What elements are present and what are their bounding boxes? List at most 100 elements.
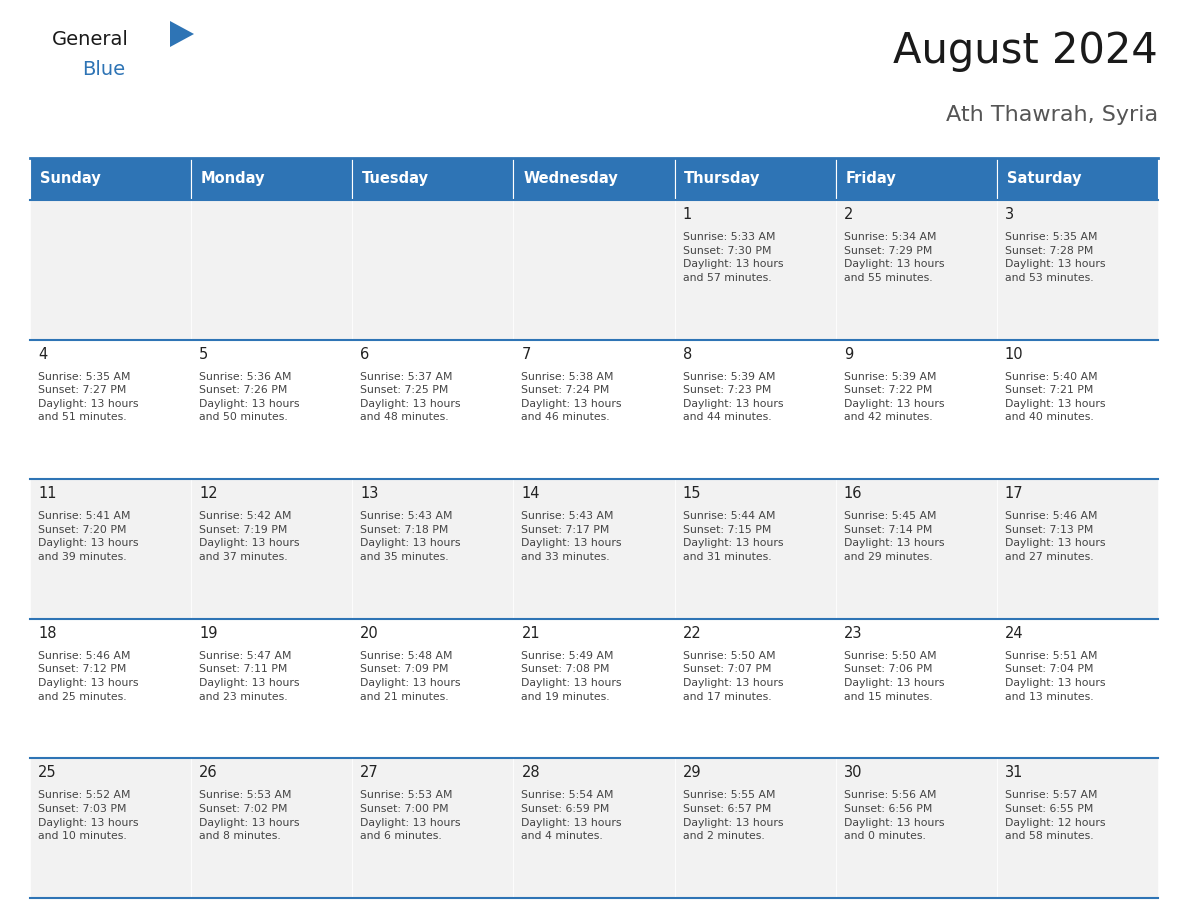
Text: Sunrise: 5:53 AM
Sunset: 7:02 PM
Daylight: 13 hours
and 8 minutes.: Sunrise: 5:53 AM Sunset: 7:02 PM Dayligh… xyxy=(200,790,299,841)
Text: Sunrise: 5:46 AM
Sunset: 7:13 PM
Daylight: 13 hours
and 27 minutes.: Sunrise: 5:46 AM Sunset: 7:13 PM Dayligh… xyxy=(1005,511,1105,562)
Text: Sunrise: 5:56 AM
Sunset: 6:56 PM
Daylight: 13 hours
and 0 minutes.: Sunrise: 5:56 AM Sunset: 6:56 PM Dayligh… xyxy=(843,790,944,841)
Text: 22: 22 xyxy=(683,626,701,641)
Bar xyxy=(30,340,191,479)
Bar xyxy=(835,479,997,619)
Bar xyxy=(997,158,1158,200)
Text: Sunrise: 5:53 AM
Sunset: 7:00 PM
Daylight: 13 hours
and 6 minutes.: Sunrise: 5:53 AM Sunset: 7:00 PM Dayligh… xyxy=(360,790,461,841)
Bar xyxy=(513,158,675,200)
Bar xyxy=(997,758,1158,898)
Polygon shape xyxy=(170,21,194,47)
Text: Sunrise: 5:39 AM
Sunset: 7:23 PM
Daylight: 13 hours
and 44 minutes.: Sunrise: 5:39 AM Sunset: 7:23 PM Dayligh… xyxy=(683,372,783,422)
Text: Blue: Blue xyxy=(82,60,125,79)
Text: 27: 27 xyxy=(360,766,379,780)
Bar xyxy=(997,479,1158,619)
Text: 17: 17 xyxy=(1005,487,1024,501)
Text: Sunrise: 5:47 AM
Sunset: 7:11 PM
Daylight: 13 hours
and 23 minutes.: Sunrise: 5:47 AM Sunset: 7:11 PM Dayligh… xyxy=(200,651,299,701)
Text: 24: 24 xyxy=(1005,626,1024,641)
Bar xyxy=(30,479,191,619)
Bar xyxy=(997,200,1158,340)
Text: 5: 5 xyxy=(200,347,208,362)
Bar xyxy=(675,758,835,898)
Text: 21: 21 xyxy=(522,626,541,641)
Text: Sunrise: 5:38 AM
Sunset: 7:24 PM
Daylight: 13 hours
and 46 minutes.: Sunrise: 5:38 AM Sunset: 7:24 PM Dayligh… xyxy=(522,372,623,422)
Text: Sunrise: 5:37 AM
Sunset: 7:25 PM
Daylight: 13 hours
and 48 minutes.: Sunrise: 5:37 AM Sunset: 7:25 PM Dayligh… xyxy=(360,372,461,422)
Text: Sunrise: 5:50 AM
Sunset: 7:07 PM
Daylight: 13 hours
and 17 minutes.: Sunrise: 5:50 AM Sunset: 7:07 PM Dayligh… xyxy=(683,651,783,701)
Text: Sunrise: 5:51 AM
Sunset: 7:04 PM
Daylight: 13 hours
and 13 minutes.: Sunrise: 5:51 AM Sunset: 7:04 PM Dayligh… xyxy=(1005,651,1105,701)
Text: 13: 13 xyxy=(360,487,379,501)
Bar xyxy=(30,758,191,898)
Bar xyxy=(675,200,835,340)
Bar xyxy=(835,158,997,200)
Bar xyxy=(191,619,353,758)
Text: Monday: Monday xyxy=(201,172,265,186)
Bar xyxy=(997,340,1158,479)
Text: 3: 3 xyxy=(1005,207,1015,222)
Text: 28: 28 xyxy=(522,766,541,780)
Bar xyxy=(353,340,513,479)
Bar xyxy=(30,619,191,758)
Text: Sunrise: 5:35 AM
Sunset: 7:27 PM
Daylight: 13 hours
and 51 minutes.: Sunrise: 5:35 AM Sunset: 7:27 PM Dayligh… xyxy=(38,372,139,422)
Text: Sunrise: 5:43 AM
Sunset: 7:18 PM
Daylight: 13 hours
and 35 minutes.: Sunrise: 5:43 AM Sunset: 7:18 PM Dayligh… xyxy=(360,511,461,562)
Text: Sunrise: 5:49 AM
Sunset: 7:08 PM
Daylight: 13 hours
and 19 minutes.: Sunrise: 5:49 AM Sunset: 7:08 PM Dayligh… xyxy=(522,651,623,701)
Text: Sunrise: 5:55 AM
Sunset: 6:57 PM
Daylight: 13 hours
and 2 minutes.: Sunrise: 5:55 AM Sunset: 6:57 PM Dayligh… xyxy=(683,790,783,841)
Bar xyxy=(835,758,997,898)
Text: Sunrise: 5:50 AM
Sunset: 7:06 PM
Daylight: 13 hours
and 15 minutes.: Sunrise: 5:50 AM Sunset: 7:06 PM Dayligh… xyxy=(843,651,944,701)
Bar xyxy=(513,758,675,898)
Text: 15: 15 xyxy=(683,487,701,501)
Bar xyxy=(191,200,353,340)
Text: Sunrise: 5:52 AM
Sunset: 7:03 PM
Daylight: 13 hours
and 10 minutes.: Sunrise: 5:52 AM Sunset: 7:03 PM Dayligh… xyxy=(38,790,139,841)
Text: Sunrise: 5:39 AM
Sunset: 7:22 PM
Daylight: 13 hours
and 42 minutes.: Sunrise: 5:39 AM Sunset: 7:22 PM Dayligh… xyxy=(843,372,944,422)
Text: Sunrise: 5:41 AM
Sunset: 7:20 PM
Daylight: 13 hours
and 39 minutes.: Sunrise: 5:41 AM Sunset: 7:20 PM Dayligh… xyxy=(38,511,139,562)
Text: Sunrise: 5:33 AM
Sunset: 7:30 PM
Daylight: 13 hours
and 57 minutes.: Sunrise: 5:33 AM Sunset: 7:30 PM Dayligh… xyxy=(683,232,783,283)
Text: Sunrise: 5:57 AM
Sunset: 6:55 PM
Daylight: 12 hours
and 58 minutes.: Sunrise: 5:57 AM Sunset: 6:55 PM Dayligh… xyxy=(1005,790,1105,841)
Text: 2: 2 xyxy=(843,207,853,222)
Text: 19: 19 xyxy=(200,626,217,641)
Bar xyxy=(191,158,353,200)
Text: 18: 18 xyxy=(38,626,57,641)
Bar xyxy=(353,200,513,340)
Bar xyxy=(675,340,835,479)
Text: Sunrise: 5:35 AM
Sunset: 7:28 PM
Daylight: 13 hours
and 53 minutes.: Sunrise: 5:35 AM Sunset: 7:28 PM Dayligh… xyxy=(1005,232,1105,283)
Text: Wednesday: Wednesday xyxy=(523,172,618,186)
Text: Sunrise: 5:43 AM
Sunset: 7:17 PM
Daylight: 13 hours
and 33 minutes.: Sunrise: 5:43 AM Sunset: 7:17 PM Dayligh… xyxy=(522,511,623,562)
Text: General: General xyxy=(52,30,128,49)
Bar xyxy=(835,619,997,758)
Bar xyxy=(675,479,835,619)
Text: Thursday: Thursday xyxy=(684,172,760,186)
Bar xyxy=(353,619,513,758)
Bar xyxy=(675,619,835,758)
Bar xyxy=(835,200,997,340)
Text: 25: 25 xyxy=(38,766,57,780)
Text: 1: 1 xyxy=(683,207,691,222)
Bar xyxy=(675,158,835,200)
Text: Ath Thawrah, Syria: Ath Thawrah, Syria xyxy=(946,105,1158,125)
Text: Saturday: Saturday xyxy=(1006,172,1081,186)
Text: 10: 10 xyxy=(1005,347,1024,362)
Text: Sunday: Sunday xyxy=(39,172,101,186)
Bar xyxy=(191,758,353,898)
Bar xyxy=(997,619,1158,758)
Text: Sunrise: 5:40 AM
Sunset: 7:21 PM
Daylight: 13 hours
and 40 minutes.: Sunrise: 5:40 AM Sunset: 7:21 PM Dayligh… xyxy=(1005,372,1105,422)
Text: 16: 16 xyxy=(843,487,862,501)
Text: 20: 20 xyxy=(360,626,379,641)
Text: Sunrise: 5:36 AM
Sunset: 7:26 PM
Daylight: 13 hours
and 50 minutes.: Sunrise: 5:36 AM Sunset: 7:26 PM Dayligh… xyxy=(200,372,299,422)
Text: Sunrise: 5:44 AM
Sunset: 7:15 PM
Daylight: 13 hours
and 31 minutes.: Sunrise: 5:44 AM Sunset: 7:15 PM Dayligh… xyxy=(683,511,783,562)
Bar xyxy=(353,158,513,200)
Text: Friday: Friday xyxy=(846,172,896,186)
Text: August 2024: August 2024 xyxy=(893,30,1158,72)
Text: 26: 26 xyxy=(200,766,217,780)
Text: 12: 12 xyxy=(200,487,217,501)
Text: 23: 23 xyxy=(843,626,862,641)
Text: 30: 30 xyxy=(843,766,862,780)
Text: 14: 14 xyxy=(522,487,541,501)
Text: Sunrise: 5:42 AM
Sunset: 7:19 PM
Daylight: 13 hours
and 37 minutes.: Sunrise: 5:42 AM Sunset: 7:19 PM Dayligh… xyxy=(200,511,299,562)
Text: Tuesday: Tuesday xyxy=(362,172,429,186)
Text: 7: 7 xyxy=(522,347,531,362)
Bar xyxy=(191,340,353,479)
Bar xyxy=(513,619,675,758)
Text: Sunrise: 5:46 AM
Sunset: 7:12 PM
Daylight: 13 hours
and 25 minutes.: Sunrise: 5:46 AM Sunset: 7:12 PM Dayligh… xyxy=(38,651,139,701)
Text: 31: 31 xyxy=(1005,766,1023,780)
Bar xyxy=(30,200,191,340)
Text: Sunrise: 5:34 AM
Sunset: 7:29 PM
Daylight: 13 hours
and 55 minutes.: Sunrise: 5:34 AM Sunset: 7:29 PM Dayligh… xyxy=(843,232,944,283)
Text: Sunrise: 5:48 AM
Sunset: 7:09 PM
Daylight: 13 hours
and 21 minutes.: Sunrise: 5:48 AM Sunset: 7:09 PM Dayligh… xyxy=(360,651,461,701)
